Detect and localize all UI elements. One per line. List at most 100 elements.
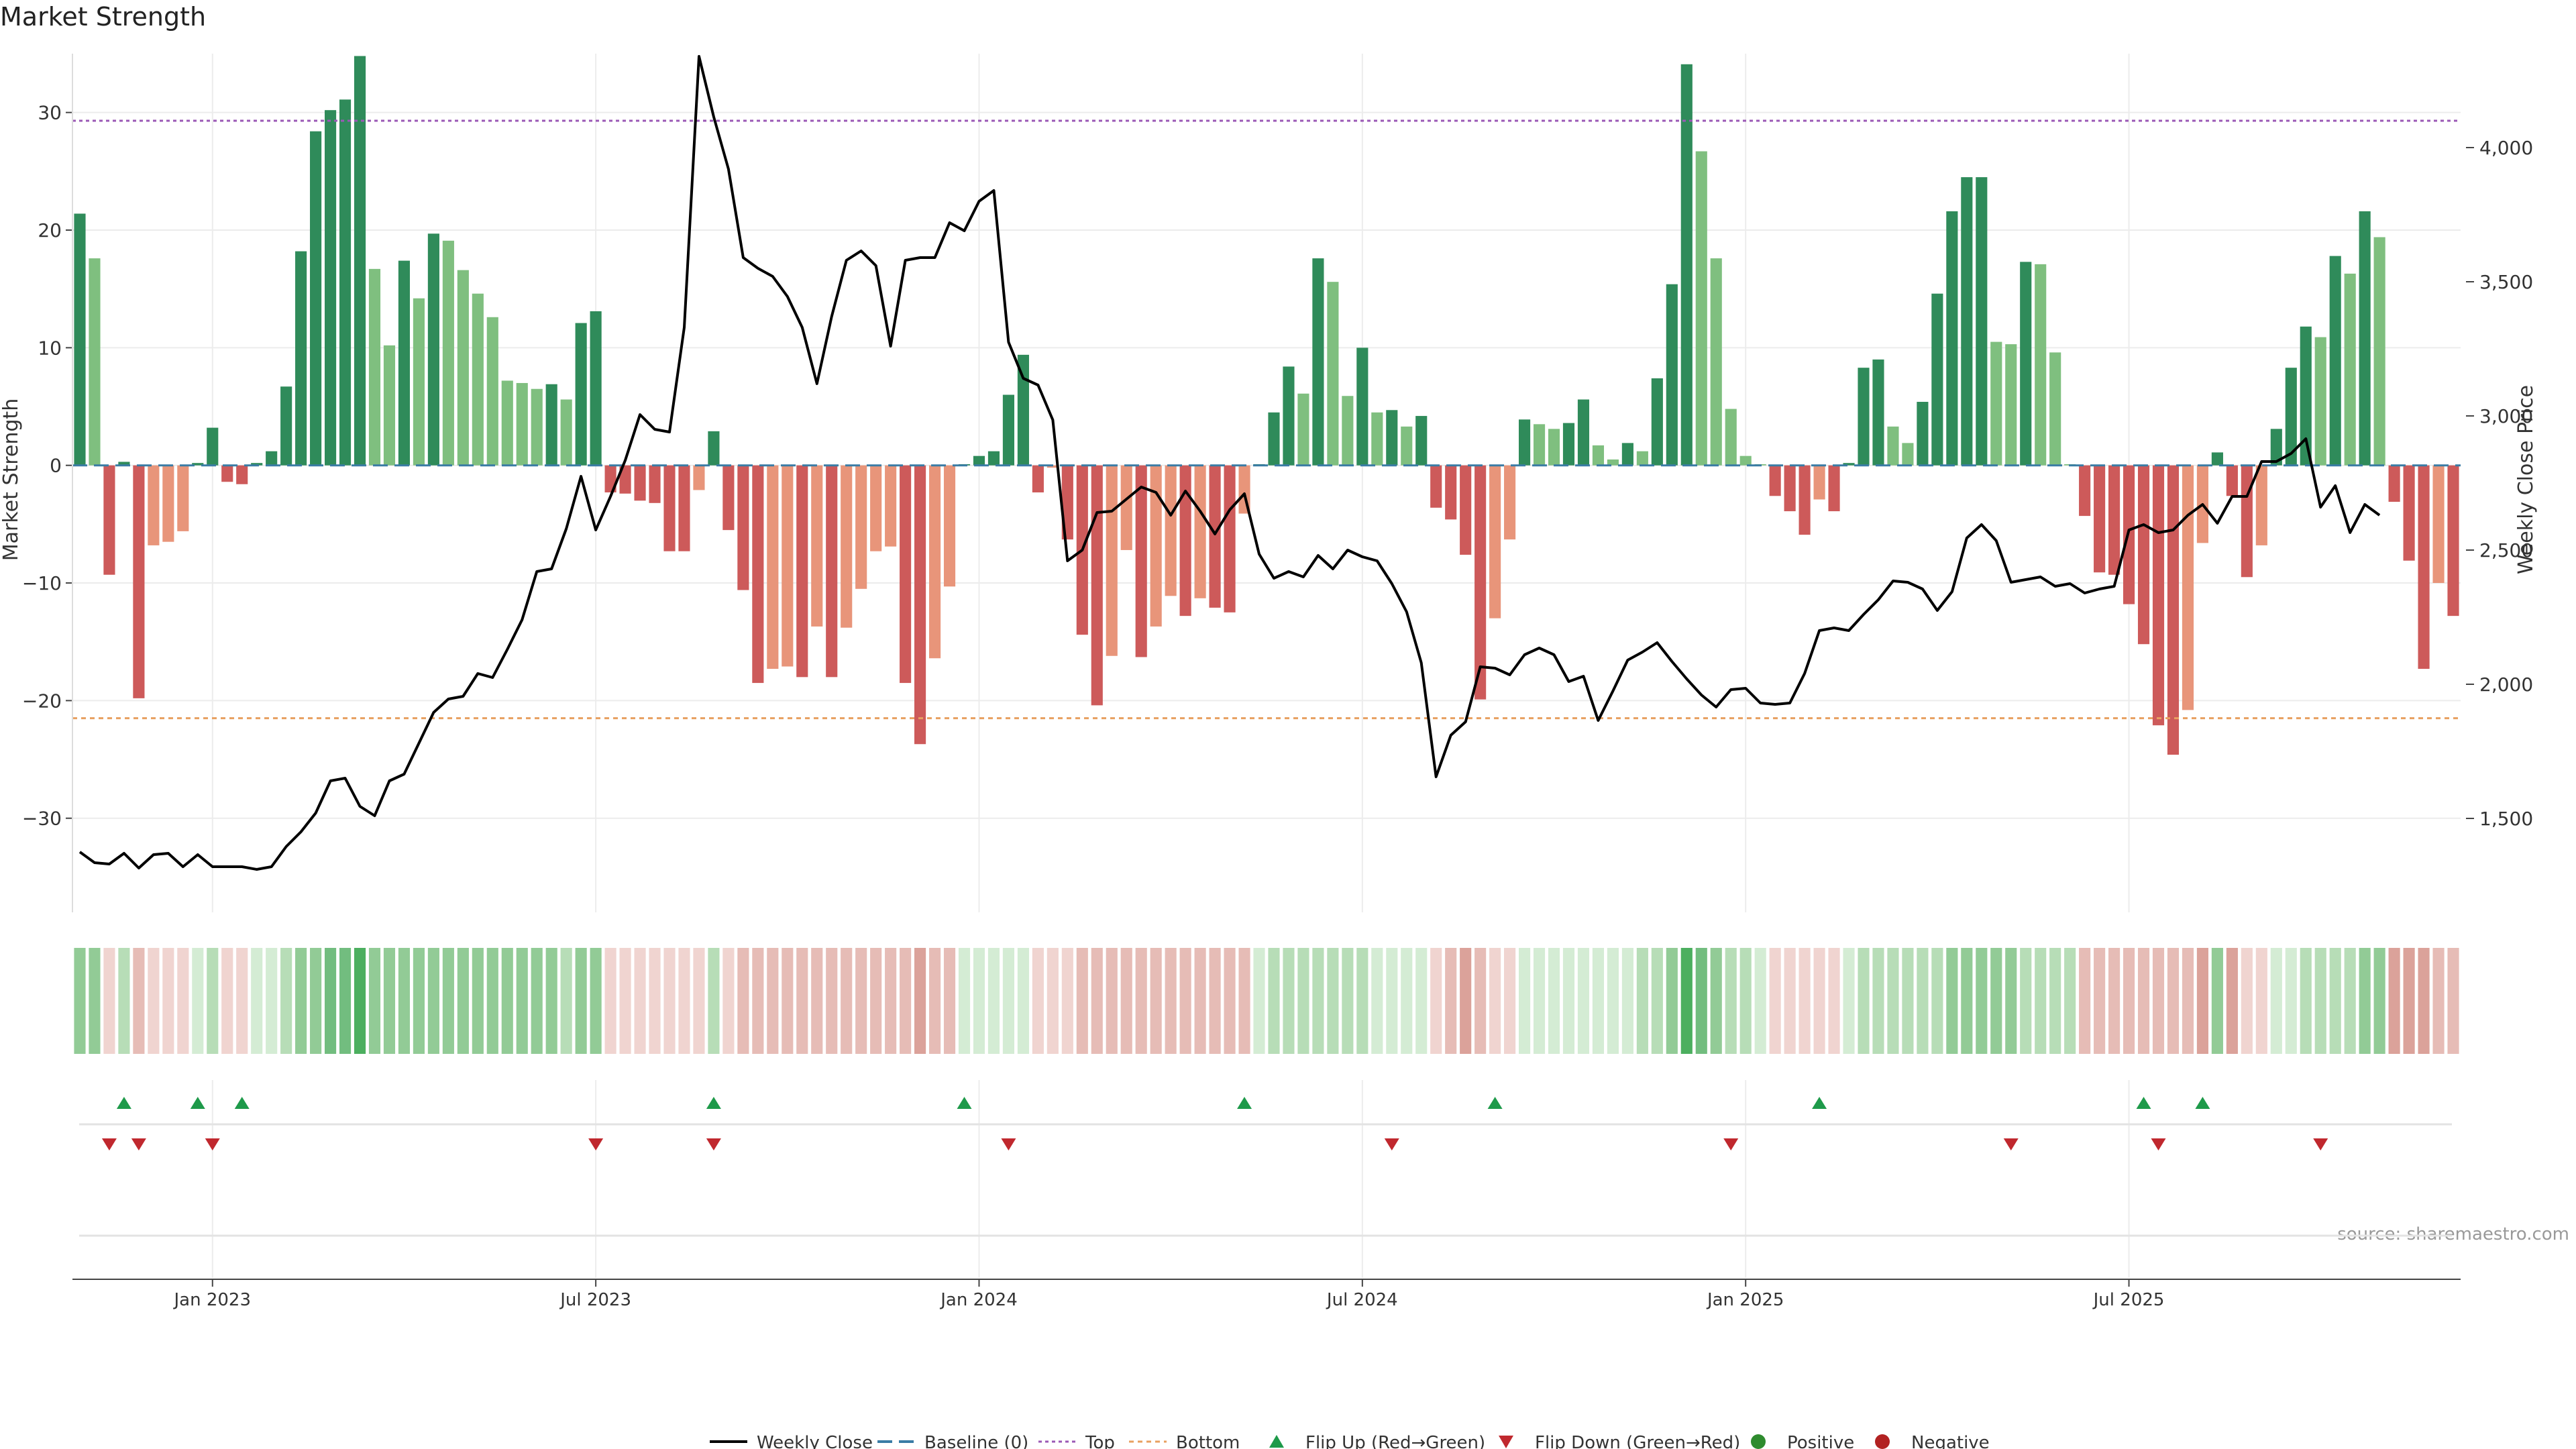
strength-bar [221,465,233,482]
strength-bar [1725,409,1737,466]
heat-cell [1312,948,1324,1054]
strength-bar [251,463,263,466]
heat-cell [1562,948,1575,1054]
strength-bar [1489,465,1501,619]
heat-cell [74,948,86,1054]
strength-bar [1460,465,1472,555]
strength-bar [1179,465,1191,616]
y-axis-label-left: Market Strength [0,398,23,561]
heat-cell [1017,948,1029,1054]
strength-bar [914,465,926,745]
strength-bar [2344,273,2356,466]
heat-cell [722,948,735,1054]
strength-bar [280,386,292,466]
strength-bar [973,455,985,466]
strength-bar [74,213,86,466]
heat-cell [1990,948,2002,1054]
heat-cell [2182,948,2194,1054]
heat-cell [1931,948,1943,1054]
flip-down-marker [2151,1138,2166,1150]
heat-cell [1533,948,1546,1054]
heat-cell [2123,948,2135,1054]
strength-bar [1371,412,1383,466]
strength-bar [103,465,115,575]
heat-cell [1268,948,1280,1054]
strength-bar [1017,354,1029,466]
heat-cell [900,948,912,1054]
heat-cell [1194,948,1206,1054]
heat-cell [958,948,971,1054]
heat-cell [2447,948,2459,1054]
heat-cell [1754,948,1766,1054]
heat-cell [2049,948,2061,1054]
flip-down-marker [101,1138,117,1150]
strength-bar [162,465,174,542]
heat-cell [1253,948,1265,1054]
heat-cell [1518,948,1531,1054]
strength-bar [1032,465,1044,493]
strength-bar [855,465,867,589]
strength-bar [693,465,705,490]
heat-cell [1106,948,1118,1054]
heat-cell [1813,948,1825,1054]
heat-cell [516,948,528,1054]
heat-cell [2005,948,2017,1054]
strength-bar [2005,344,2017,466]
heat-cell [590,948,602,1054]
flip-markers [79,1097,2452,1237]
strength-bar [987,451,1000,466]
strength-bar [1651,378,1663,466]
heat-cell [1386,948,1398,1054]
heat-cell [339,948,352,1054]
heat-cell [1179,948,1191,1054]
strength-bar [2182,465,2194,710]
heat-cell [560,948,572,1054]
strength-bar [885,465,897,547]
heat-cell [1976,948,1988,1054]
strength-bar [1474,465,1487,700]
heat-cell [221,948,233,1054]
strength-bar [1680,64,1693,466]
heat-cell [310,948,322,1054]
strength-bar [1533,424,1546,466]
heat-cell [1297,948,1309,1054]
heat-cell [796,948,808,1054]
heat-cell [1342,948,1354,1054]
strength-bar [811,465,823,627]
flip-down-marker [588,1138,604,1150]
heat-cell [1769,948,1781,1054]
strength-bar [1784,465,1796,512]
heat-cell [1061,948,1073,1054]
heat-cell [2388,948,2400,1054]
legend-symbol-positive [1751,1434,1766,1449]
x-tick-label: Jul 2023 [559,1290,631,1310]
flip-down-marker [205,1138,220,1150]
heat-cell [634,948,646,1054]
flip-up-marker [1237,1097,1252,1109]
strength-bar [2211,452,2223,466]
heat-cell [2300,948,2312,1054]
source-text: source: sharemaestro.com [2337,1224,2569,1244]
strength-bar [1592,445,1605,466]
strength-bar [133,465,145,698]
strength-bar [1268,412,1280,466]
heat-cell [1592,948,1605,1054]
heat-cell [708,948,720,1054]
strength-bar [516,382,528,466]
heat-cell [1489,948,1501,1054]
heat-cell [1843,948,1855,1054]
y-tick-label-right: 1,500 [2479,808,2533,830]
flip-down-marker [2313,1138,2328,1150]
strength-bar [442,240,454,466]
heat-cell [1739,948,1752,1054]
strength-bar [722,465,735,531]
heat-cell [427,948,439,1054]
strength-bar [1887,426,1899,466]
strength-bar [1106,465,1118,656]
strength-bar [177,465,189,531]
flip-down-marker [131,1138,146,1150]
heat-cell [1710,948,1722,1054]
strength-bar [1858,368,1870,466]
heat-cell [1209,948,1221,1054]
strength-bar [1297,393,1309,466]
